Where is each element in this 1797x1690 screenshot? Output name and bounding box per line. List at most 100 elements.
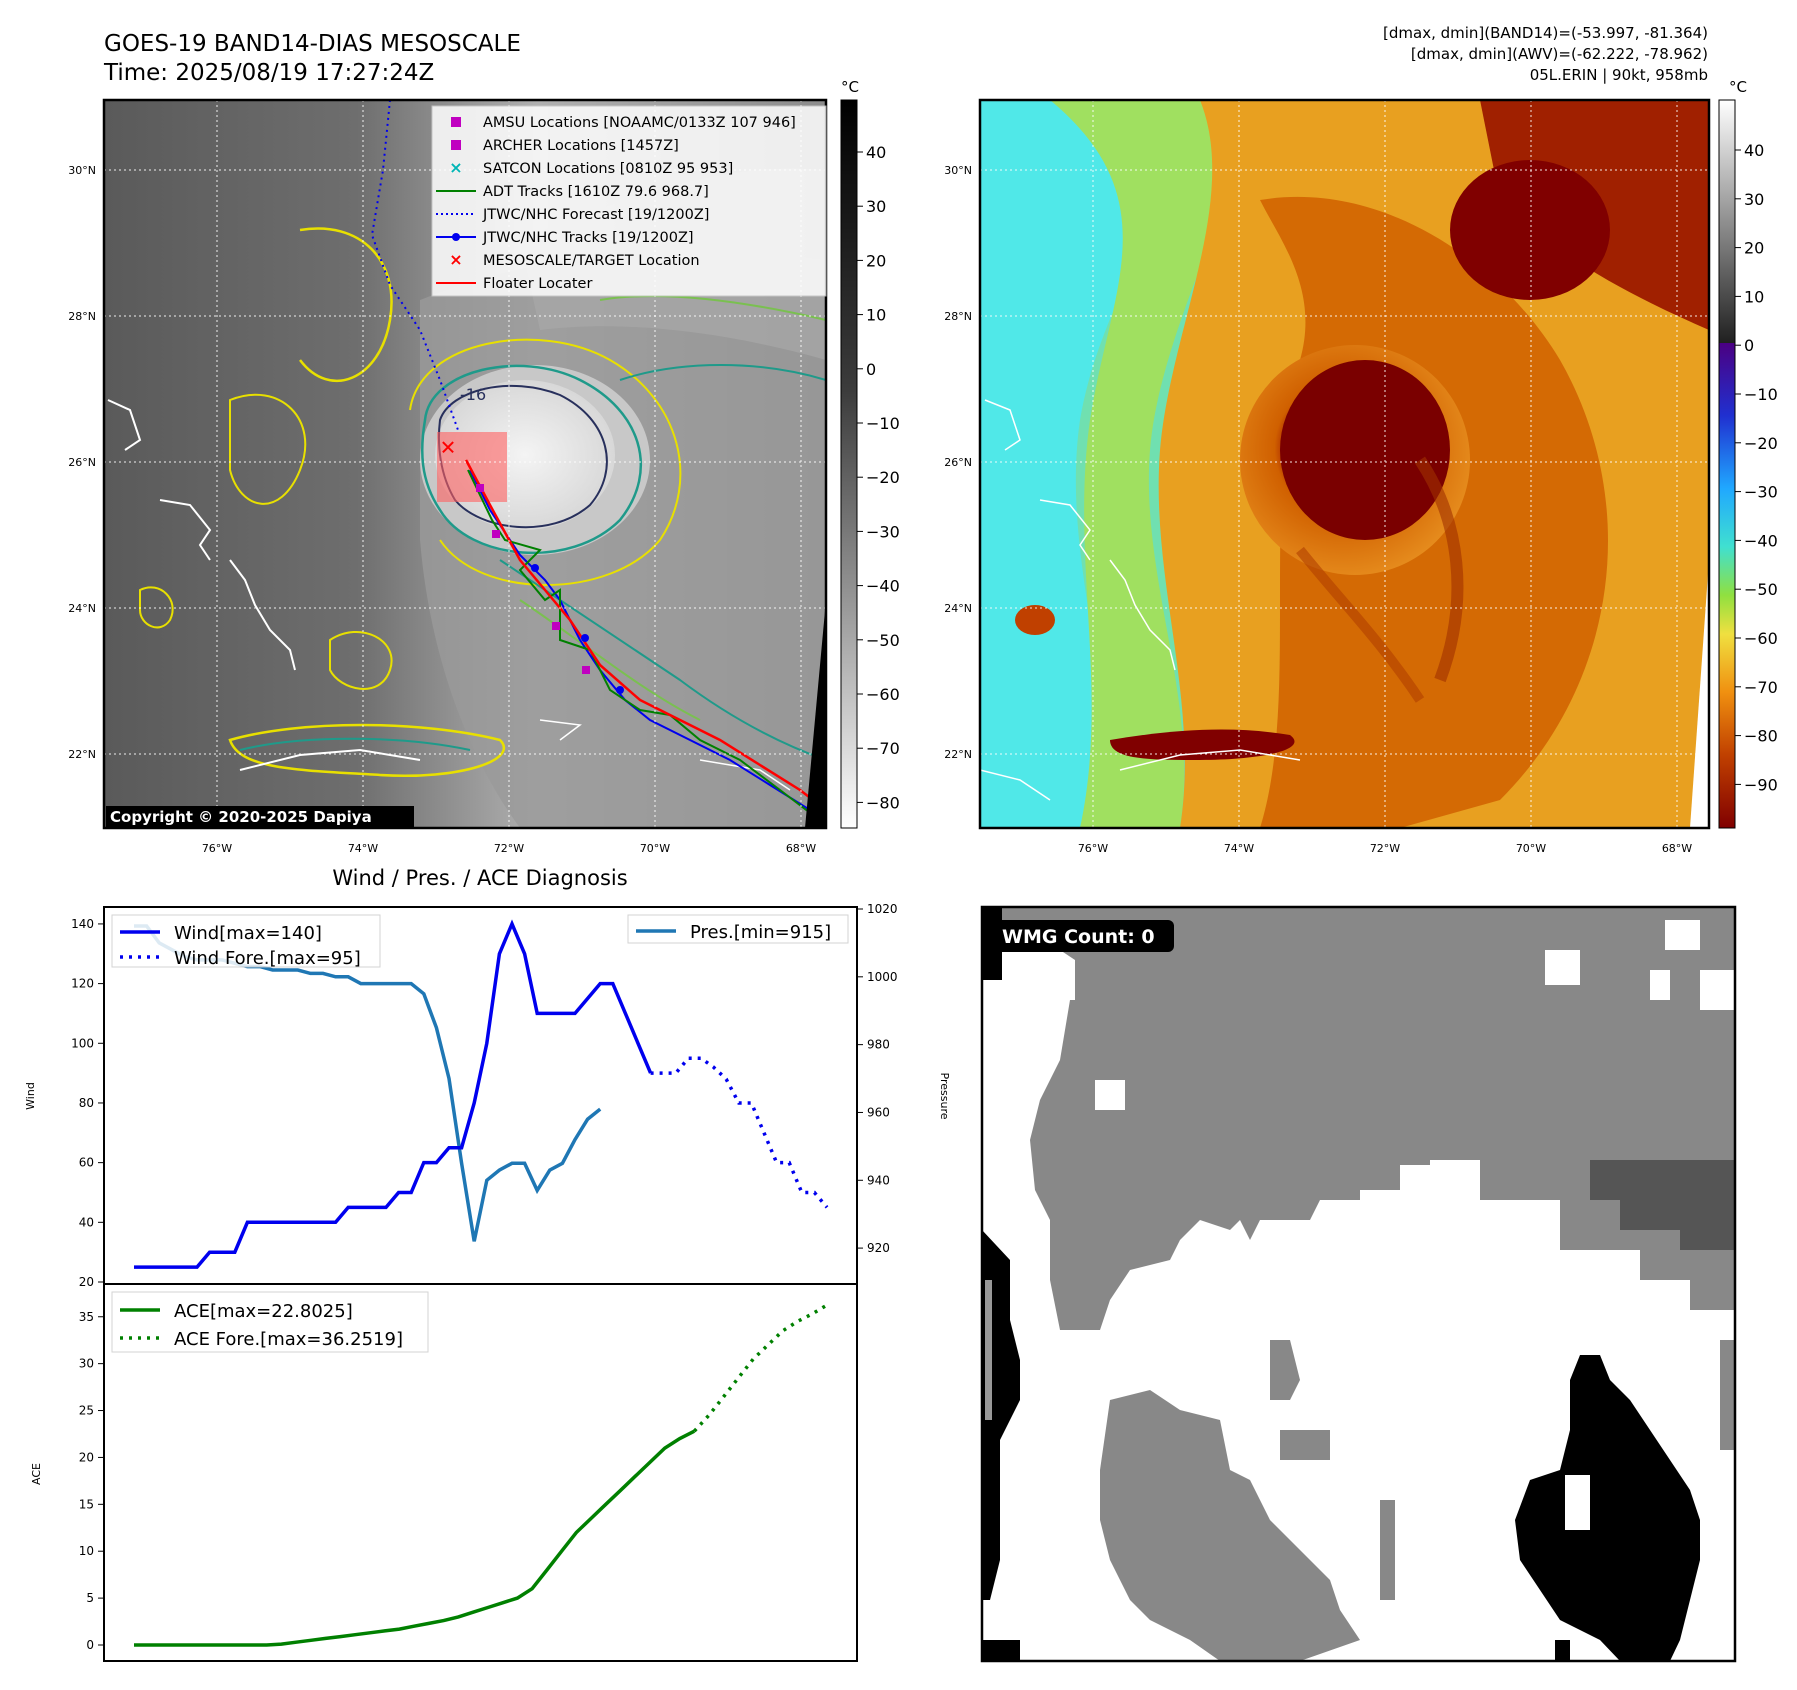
wind-pres-panel: Wind / Pres. / ACE Diagnosis Wind Pressu… xyxy=(24,866,951,1289)
colorbar-tick-label: −20 xyxy=(866,468,900,487)
colorbar-tick-label: −30 xyxy=(1744,483,1778,502)
legend-marker-x: × xyxy=(449,250,462,269)
colorbar-tick-label: 10 xyxy=(866,306,886,325)
legend-entry: × MESOSCALE/TARGET Location xyxy=(449,250,699,269)
legend-label: MESOSCALE/TARGET Location xyxy=(483,253,700,269)
svg-text:✕: ✕ xyxy=(440,436,457,460)
legend-label: SATCON Locations [0810Z 95 953] xyxy=(483,161,733,177)
wind-left-ticks: 140 120 100 80 60 40 20 xyxy=(71,917,104,1289)
storm-info: 05L.ERIN | 90kt, 958mb xyxy=(1530,66,1708,84)
colorbar-tick-label: 20 xyxy=(866,251,886,270)
ace-y-tick-label: 5 xyxy=(86,1591,94,1605)
awv-colorbar-frame xyxy=(1718,99,1736,829)
y-tick-label: 120 xyxy=(71,977,94,991)
legend-marker-square xyxy=(451,117,461,127)
colorbar-tick-label: −70 xyxy=(866,739,900,758)
svg-text:24°N: 24°N xyxy=(944,602,972,615)
svg-text:70°W: 70°W xyxy=(640,842,670,855)
colorbar-tick-label: 40 xyxy=(1744,141,1764,160)
ace-y-tick-label: 0 xyxy=(86,1638,94,1652)
legend-entry: Floater Locater xyxy=(436,276,592,292)
legend-marker-dot xyxy=(452,233,460,241)
ace-y-tick-label: 30 xyxy=(79,1357,94,1371)
ace-ticks: 35 30 25 20 15 10 5 0 xyxy=(79,1310,104,1652)
svg-text:24°N: 24°N xyxy=(68,602,96,615)
awv-colorbar-ticks: 40 30 20 10 0 −10 −20 −30 −40 −50 −60 −70 −80 −90 xyxy=(1735,141,1778,794)
ace-series-group xyxy=(134,1303,828,1647)
legend-entry: JTWC/NHC Forecast [19/1200Z] xyxy=(436,207,709,223)
y2-tick-label: 940 xyxy=(867,1173,890,1187)
y-tick-label: 140 xyxy=(71,917,94,931)
svg-text:68°W: 68°W xyxy=(1662,842,1692,855)
wmg-badge-text: WMG Count: 0 xyxy=(1002,926,1155,948)
band14-range: [dmax, dmin](BAND14)=(-53.997, -81.364) xyxy=(1383,24,1708,42)
legend-label: JTWC/NHC Forecast [19/1200Z] xyxy=(482,207,709,223)
svg-text:74°W: 74°W xyxy=(1224,842,1254,855)
ir-map-frame xyxy=(102,98,828,830)
legend-ace: ACE[max=22.8025] xyxy=(174,1301,353,1322)
colorbar-tick-label: −60 xyxy=(1744,629,1778,648)
y-tick-label: 60 xyxy=(79,1156,94,1170)
colorbar-tick-label: 30 xyxy=(866,197,886,216)
awv-colorbar-unit: °C xyxy=(1729,78,1747,96)
svg-text:28°N: 28°N xyxy=(944,310,972,323)
awv-colorbar-bottom xyxy=(1719,343,1735,828)
y-tick-label: 20 xyxy=(79,1275,94,1289)
y2-tick-label: 1000 xyxy=(867,970,898,984)
svg-text:72°W: 72°W xyxy=(494,842,524,855)
ace-panel: ACE 35 30 25 20 15 10 5 0 ACE[max=22.8025] ACE … xyxy=(30,1283,858,1662)
y2-tick-label: 960 xyxy=(867,1105,890,1119)
colorbar-tick-label: −40 xyxy=(866,577,900,596)
colorbar-tick-label: 40 xyxy=(866,143,886,162)
ace-legend: ACE[max=22.8025] ACE Fore.[max=36.2519] xyxy=(111,1291,429,1353)
legend-label: Floater Locater xyxy=(483,276,592,292)
ace-y-tick-label: 20 xyxy=(79,1450,94,1464)
y-tick-label: 80 xyxy=(79,1096,94,1110)
ir-lat-labels: 30°N 28°N 26°N 24°N 22°N xyxy=(68,164,96,761)
colorbar-tick-label: 20 xyxy=(1744,239,1764,258)
colorbar-tick-label: −60 xyxy=(866,685,900,704)
svg-text:22°N: 22°N xyxy=(68,748,96,761)
svg-text:76°W: 76°W xyxy=(202,842,232,855)
y2-tick-label: 1020 xyxy=(867,902,898,916)
colorbar-tick-label: −40 xyxy=(1744,531,1778,550)
ir-map-legend: AMSU Locations [NOAAMC/0133Z 107 946] ARC… xyxy=(431,105,827,297)
wmg-grid-cells xyxy=(982,907,1735,1661)
wind-right-ticks: 1020 1000 980 960 940 920 xyxy=(857,902,898,1255)
ir-colorbar-unit: °C xyxy=(841,78,859,96)
wmg-frame xyxy=(980,905,1737,1663)
colorbar-tick-label: −10 xyxy=(866,414,900,433)
colorbar-tick-label: −70 xyxy=(1744,678,1778,697)
legend-entry: ADT Tracks [1610Z 79.6 968.7] xyxy=(436,184,709,200)
svg-text:72°W: 72°W xyxy=(1370,842,1400,855)
legend-wind-fore: Wind Fore.[max=95] xyxy=(174,948,361,969)
awv-lat-labels: 30°N 28°N 26°N 24°N 22°N xyxy=(944,164,972,761)
colorbar-tick-label: −10 xyxy=(1744,385,1778,404)
awv-range: [dmax, dmin](AWV)=(-62.222, -78.962) xyxy=(1411,45,1708,63)
wmg-badge xyxy=(992,920,1174,952)
legend-label: AMSU Locations [NOAAMC/0133Z 107 946] xyxy=(483,115,796,131)
y-tick-label: 40 xyxy=(79,1215,94,1229)
y2-tick-label: 980 xyxy=(867,1038,890,1052)
colorbar-tick-label: 30 xyxy=(1744,190,1764,209)
colorbar-tick-label: −80 xyxy=(1744,727,1778,746)
legend-marker-x: × xyxy=(449,158,462,177)
svg-text:76°W: 76°W xyxy=(1078,842,1108,855)
ir-lon-labels: 76°W 74°W 72°W 70°W 68°W xyxy=(202,842,816,855)
wmg-panel: WMG Count: 0 xyxy=(980,905,1737,1663)
wind-line xyxy=(134,919,653,1269)
awv-map-features xyxy=(980,100,1709,828)
svg-text:28°N: 28°N xyxy=(68,310,96,323)
ace-line xyxy=(134,1429,696,1647)
legend-ace-fore: ACE Fore.[max=36.2519] xyxy=(174,1329,403,1350)
wind-ylabel: Wind xyxy=(24,1082,37,1110)
pressure-ylabel: Pressure xyxy=(938,1073,951,1120)
svg-text:22°N: 22°N xyxy=(944,748,972,761)
contour-label: -16 xyxy=(460,385,486,404)
legend-entry: ARCHER Locations [1457Z] xyxy=(451,138,679,154)
svg-text:70°W: 70°W xyxy=(1516,842,1546,855)
svg-text:30°N: 30°N xyxy=(944,164,972,177)
svg-text:30°N: 30°N xyxy=(68,164,96,177)
ace-ylabel: ACE xyxy=(30,1463,43,1485)
